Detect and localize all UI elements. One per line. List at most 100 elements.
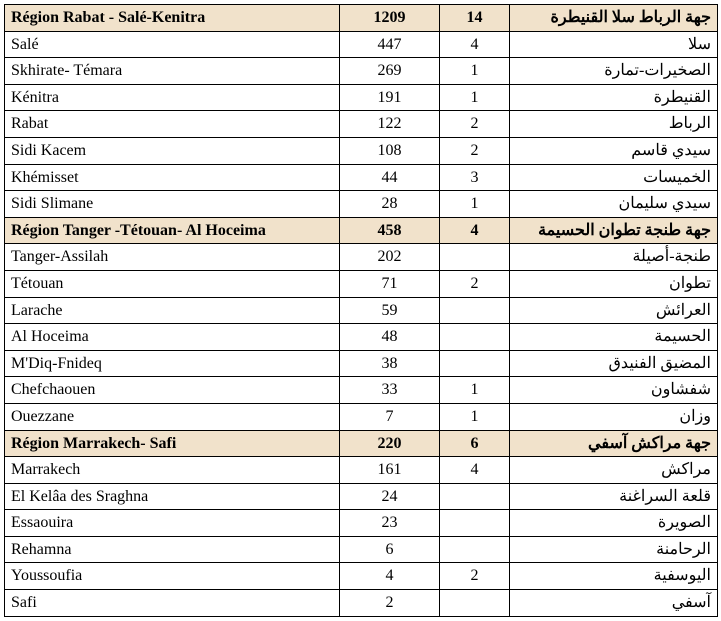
province-name-ar: الخميسات	[510, 164, 718, 191]
province-name-ar: القنيطرة	[510, 84, 718, 111]
table-row: Sidi Kacem1082سيدي قاسم	[5, 137, 718, 164]
province-value-1: 44	[340, 164, 440, 191]
province-value-2: 1	[440, 191, 510, 218]
region-name-ar: جهة طنجة تطوان الحسيمة	[510, 217, 718, 244]
province-value-2: 1	[440, 84, 510, 111]
province-name-ar: قلعة السراغنة	[510, 483, 718, 510]
province-value-1: 23	[340, 510, 440, 537]
table-row: Kénitra1911القنيطرة	[5, 84, 718, 111]
region-name-fr: Région Rabat - Salé-Kenitra	[5, 5, 340, 32]
table-row: Skhirate- Témara2691الصخيرات-تمارة	[5, 58, 718, 85]
province-value-2: 4	[440, 457, 510, 484]
province-value-2	[440, 590, 510, 617]
province-name-fr: Sidi Slimane	[5, 191, 340, 218]
table-row: Youssoufia42اليوسفية	[5, 563, 718, 590]
province-name-fr: Khémisset	[5, 164, 340, 191]
province-value-2: 2	[440, 563, 510, 590]
province-value-1: 202	[340, 244, 440, 271]
province-value-1: 28	[340, 191, 440, 218]
region-total-2: 6	[440, 430, 510, 457]
province-name-fr: Rabat	[5, 111, 340, 138]
province-name-fr: Tanger-Assilah	[5, 244, 340, 271]
regions-table: Région Rabat - Salé-Kenitra120914جهة الر…	[4, 4, 718, 617]
province-name-ar: آسفي	[510, 590, 718, 617]
province-name-fr: Marrakech	[5, 457, 340, 484]
province-value-1: 59	[340, 297, 440, 324]
province-value-1: 4	[340, 563, 440, 590]
province-value-1: 6	[340, 536, 440, 563]
province-value-2: 2	[440, 111, 510, 138]
province-value-2	[440, 350, 510, 377]
region-total-1: 220	[340, 430, 440, 457]
province-name-fr: Youssoufia	[5, 563, 340, 590]
region-header-row: Région Marrakech- Safi2206جهة مراكش آسفي	[5, 430, 718, 457]
region-total-2: 14	[440, 5, 510, 32]
province-value-1: 38	[340, 350, 440, 377]
province-name-ar: سيدي قاسم	[510, 137, 718, 164]
province-value-2: 4	[440, 31, 510, 58]
table-row: Ouezzane71وزان	[5, 403, 718, 430]
region-name-fr: Région Tanger -Tétouan- Al Hoceima	[5, 217, 340, 244]
province-name-ar: طنجة-أصيلة	[510, 244, 718, 271]
province-name-fr: M'Diq-Fnideq	[5, 350, 340, 377]
table-row: Safi2آسفي	[5, 590, 718, 617]
province-value-2	[440, 324, 510, 351]
province-name-ar: تطوان	[510, 270, 718, 297]
region-header-row: Région Tanger -Tétouan- Al Hoceima4584جه…	[5, 217, 718, 244]
region-header-row: Région Rabat - Salé-Kenitra120914جهة الر…	[5, 5, 718, 32]
table-row: Chefchaouen331شفشاون	[5, 377, 718, 404]
table-row: Al Hoceima48 الحسيمة	[5, 324, 718, 351]
region-name-ar: جهة الرباط سلا القنيطرة	[510, 5, 718, 32]
table-row: Tétouan712تطوان	[5, 270, 718, 297]
province-name-fr: Essaouira	[5, 510, 340, 537]
province-value-2: 2	[440, 270, 510, 297]
province-value-1: 191	[340, 84, 440, 111]
table-row: Essaouira23 الصويرة	[5, 510, 718, 537]
table-row: Marrakech1614مراكش	[5, 457, 718, 484]
province-name-ar: سلا	[510, 31, 718, 58]
province-name-ar: العرائش	[510, 297, 718, 324]
province-name-fr: Skhirate- Témara	[5, 58, 340, 85]
region-total-2: 4	[440, 217, 510, 244]
province-name-ar: الحسيمة	[510, 324, 718, 351]
table-row: Salé4474سلا	[5, 31, 718, 58]
province-value-1: 2	[340, 590, 440, 617]
province-name-ar: اليوسفية	[510, 563, 718, 590]
province-name-fr: Tétouan	[5, 270, 340, 297]
table-row: El Kelâa des Sraghna24قلعة السراغنة	[5, 483, 718, 510]
province-name-fr: Sidi Kacem	[5, 137, 340, 164]
table-row: Sidi Slimane281سيدي سليمان	[5, 191, 718, 218]
province-name-ar: الصخيرات-تمارة	[510, 58, 718, 85]
province-value-1: 108	[340, 137, 440, 164]
province-name-fr: Salé	[5, 31, 340, 58]
province-name-fr: Rehamna	[5, 536, 340, 563]
province-name-ar: مراكش	[510, 457, 718, 484]
table-row: Larache59العرائش	[5, 297, 718, 324]
table-row: Rabat1222الرباط	[5, 111, 718, 138]
province-value-2	[440, 510, 510, 537]
province-value-1: 7	[340, 403, 440, 430]
province-name-ar: الصويرة	[510, 510, 718, 537]
province-value-2: 3	[440, 164, 510, 191]
province-name-ar: الرباط	[510, 111, 718, 138]
table-row: Tanger-Assilah202 طنجة-أصيلة	[5, 244, 718, 271]
province-value-2: 1	[440, 58, 510, 85]
province-name-fr: Kénitra	[5, 84, 340, 111]
region-total-1: 1209	[340, 5, 440, 32]
table-row: M'Diq-Fnideq38المضيق الفنيدق	[5, 350, 718, 377]
province-value-1: 33	[340, 377, 440, 404]
province-value-1: 161	[340, 457, 440, 484]
province-value-2: 1	[440, 403, 510, 430]
table-row: Rehamna6الرحامنة	[5, 536, 718, 563]
province-value-2	[440, 297, 510, 324]
region-name-ar: جهة مراكش آسفي	[510, 430, 718, 457]
table-row: Khémisset443الخميسات	[5, 164, 718, 191]
province-name-fr: El Kelâa des Sraghna	[5, 483, 340, 510]
province-value-1: 269	[340, 58, 440, 85]
province-value-2	[440, 483, 510, 510]
province-name-fr: Al Hoceima	[5, 324, 340, 351]
province-value-1: 48	[340, 324, 440, 351]
region-total-1: 458	[340, 217, 440, 244]
province-value-2	[440, 536, 510, 563]
province-name-fr: Ouezzane	[5, 403, 340, 430]
